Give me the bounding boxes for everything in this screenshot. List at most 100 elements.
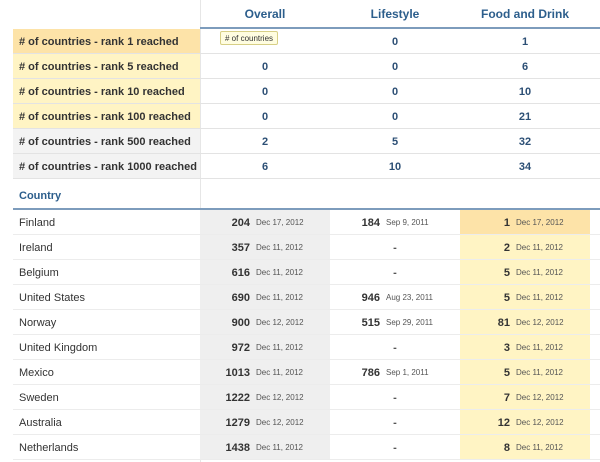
cell-overall: 1013 Dec 11, 2012 bbox=[200, 360, 330, 385]
cell-food: 2 Dec 11, 2012 bbox=[460, 235, 590, 260]
summary-row: # of countries - rank 1 reached 0 1 bbox=[0, 29, 600, 54]
table-row[interactable]: Finland 204 Dec 17, 2012 184 Sep 9, 2011 1 Dec… bbox=[0, 210, 600, 235]
rank-date: Sep 29, 2011 bbox=[386, 318, 434, 327]
tooltip: # of countries bbox=[220, 31, 279, 45]
cell-food: 81 Dec 12, 2012 bbox=[460, 310, 590, 335]
cell-lifestyle: 515 Sep 29, 2011 bbox=[330, 310, 460, 335]
cell-overall: 616 Dec 11, 2012 bbox=[200, 260, 330, 285]
summary-value-lifestyle: 0 bbox=[391, 85, 399, 98]
country-name[interactable]: Belgium bbox=[19, 266, 59, 279]
summary-value-overall: 2 bbox=[261, 135, 269, 148]
country-name[interactable]: Sweden bbox=[19, 391, 59, 404]
cell-overall: 690 Dec 11, 2012 bbox=[200, 285, 330, 310]
country-header-divider bbox=[13, 208, 600, 210]
rank-date: Sep 9, 2011 bbox=[386, 218, 429, 227]
cell-overall: 1222 Dec 12, 2012 bbox=[200, 385, 330, 410]
rank-value: 12 bbox=[497, 416, 510, 429]
cell-food: 5 Dec 11, 2012 bbox=[460, 360, 590, 385]
table-row[interactable]: Ireland 357 Dec 11, 2012 - 2 Dec 11, 2012 bbox=[0, 235, 600, 260]
rank-date: Dec 12, 2012 bbox=[256, 393, 304, 402]
cell-lifestyle: - bbox=[330, 385, 460, 410]
summary-value-overall: 0 bbox=[261, 110, 269, 123]
rank-value: 5 bbox=[503, 266, 510, 279]
row-divider bbox=[13, 434, 600, 435]
rank-value: 690 bbox=[231, 291, 250, 304]
column-header-overall[interactable]: Overall bbox=[244, 7, 286, 21]
rank-date: Dec 12, 2012 bbox=[256, 418, 304, 427]
column-header-lifestyle[interactable]: Lifestyle bbox=[370, 7, 420, 21]
row-divider bbox=[13, 259, 600, 260]
table-row[interactable]: Sweden 1222 Dec 12, 2012 - 7 Dec 12, 2012 bbox=[0, 385, 600, 410]
rank-date: Dec 11, 2012 bbox=[256, 268, 303, 277]
table-row[interactable]: Belgium 616 Dec 11, 2012 - 5 Dec 11, 2012 bbox=[0, 260, 600, 285]
rank-date: Dec 11, 2012 bbox=[516, 268, 563, 277]
summary-row: # of countries - rank 100 reached 0 0 21 bbox=[0, 104, 600, 129]
rank-value: 1013 bbox=[225, 366, 250, 379]
cell-overall: 972 Dec 11, 2012 bbox=[200, 335, 330, 360]
cell-lifestyle: - bbox=[330, 260, 460, 285]
country-name[interactable]: Ireland bbox=[19, 241, 53, 254]
rank-value: 2 bbox=[503, 241, 510, 254]
country-column-header[interactable]: Country bbox=[19, 190, 62, 202]
rank-value: 515 bbox=[361, 316, 380, 329]
country-name[interactable]: Australia bbox=[19, 416, 62, 429]
summary-value-food: 32 bbox=[518, 135, 532, 148]
rank-empty: - bbox=[393, 341, 397, 354]
table-row[interactable]: United States 690 Dec 11, 2012 946 Aug 23, 2… bbox=[0, 285, 600, 310]
cell-lifestyle: - bbox=[330, 235, 460, 260]
country-name[interactable]: United States bbox=[19, 291, 86, 304]
summary-row-label: # of countries - rank 5 reached bbox=[13, 54, 200, 79]
country-name[interactable]: Finland bbox=[19, 216, 56, 229]
summary-row: # of countries - rank 500 reached 2 5 32 bbox=[0, 129, 600, 154]
table-row[interactable]: Norway 900 Dec 12, 2012 515 Sep 29, 2011 81 De… bbox=[0, 310, 600, 335]
rank-date: Dec 12, 2012 bbox=[516, 418, 564, 427]
row-divider bbox=[13, 359, 600, 360]
row-divider bbox=[13, 178, 600, 179]
rank-date: Dec 12, 2012 bbox=[516, 318, 564, 327]
cell-overall: 1279 Dec 12, 2012 bbox=[200, 410, 330, 435]
cell-food: 1 Dec 17, 2012 bbox=[460, 210, 590, 235]
cell-food: 3 Dec 11, 2012 bbox=[460, 335, 590, 360]
row-divider bbox=[13, 284, 600, 285]
rank-date: Dec 11, 2012 bbox=[516, 368, 563, 377]
country-name[interactable]: Mexico bbox=[19, 366, 54, 379]
row-divider bbox=[13, 153, 600, 154]
table-row[interactable]: United Kingdom 972 Dec 11, 2012 - 3 Dec 11, 2… bbox=[0, 335, 600, 360]
country-name[interactable]: United Kingdom bbox=[19, 341, 98, 354]
summary-value-food: 21 bbox=[518, 110, 532, 123]
summary-value-lifestyle: 0 bbox=[391, 35, 399, 48]
summary-row-label: # of countries - rank 10 reached bbox=[13, 79, 200, 104]
summary-value-food: 6 bbox=[521, 60, 529, 73]
summary-value-lifestyle: 0 bbox=[391, 110, 399, 123]
column-header-food-and-drink[interactable]: Food and Drink bbox=[481, 7, 569, 21]
rank-value: 946 bbox=[361, 291, 380, 304]
cell-overall: 900 Dec 12, 2012 bbox=[200, 310, 330, 335]
cell-lifestyle: - bbox=[330, 410, 460, 435]
cell-food: 5 Dec 11, 2012 bbox=[460, 285, 590, 310]
table-row[interactable]: Mexico 1013 Dec 11, 2012 786 Sep 1, 2011 5 Dec… bbox=[0, 360, 600, 385]
cell-lifestyle: 786 Sep 1, 2011 bbox=[330, 360, 460, 385]
rank-date: Dec 17, 2012 bbox=[516, 218, 564, 227]
cell-food: 5 Dec 11, 2012 bbox=[460, 260, 590, 285]
country-name[interactable]: Netherlands bbox=[19, 441, 79, 454]
table-row[interactable]: Australia 1279 Dec 12, 2012 - 12 Dec 12, 2012 bbox=[0, 410, 600, 435]
country-section-header: Country bbox=[0, 182, 600, 210]
summary-value-lifestyle: 5 bbox=[391, 135, 399, 148]
rank-empty: - bbox=[393, 391, 397, 404]
rank-date: Dec 11, 2012 bbox=[256, 293, 303, 302]
cell-food: 7 Dec 12, 2012 bbox=[460, 385, 590, 410]
rank-date: Dec 12, 2012 bbox=[256, 318, 304, 327]
country-name[interactable]: Norway bbox=[19, 316, 57, 329]
rank-date: Dec 11, 2012 bbox=[256, 343, 303, 352]
rank-value: 616 bbox=[231, 266, 250, 279]
summary-row: # of countries - rank 1000 reached 6 10 34 bbox=[0, 154, 600, 179]
summary-value-overall: 0 bbox=[261, 85, 269, 98]
table-row[interactable]: Netherlands 1438 Dec 11, 2012 - 8 Dec 11, 201… bbox=[0, 435, 600, 460]
summary-value-overall: 0 bbox=[261, 60, 269, 73]
row-divider bbox=[13, 459, 600, 460]
rank-value: 5 bbox=[503, 291, 510, 304]
summary-row-label: # of countries - rank 100 reached bbox=[13, 104, 200, 129]
cell-overall: 357 Dec 11, 2012 bbox=[200, 235, 330, 260]
rank-value: 5 bbox=[503, 366, 510, 379]
